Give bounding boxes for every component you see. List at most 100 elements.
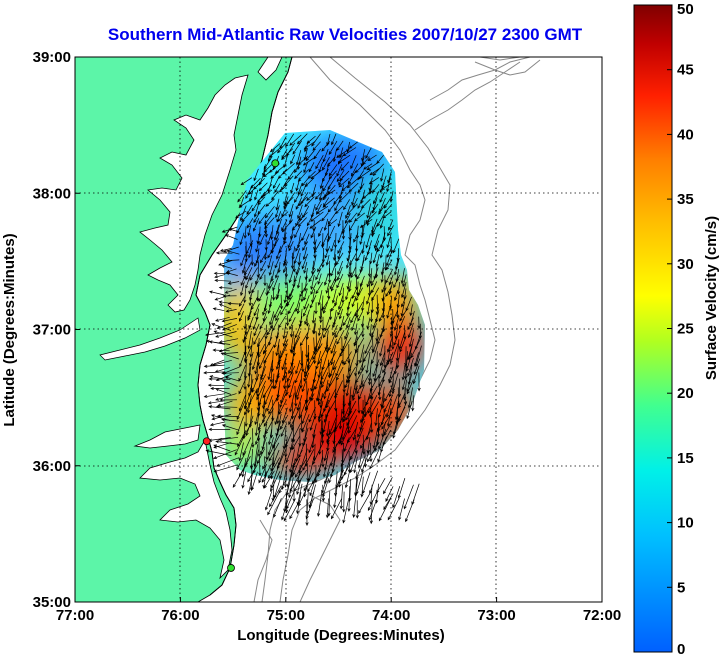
velocity-arrow <box>253 323 260 337</box>
velocity-arrow <box>279 414 289 430</box>
velocity-arrow <box>303 262 308 274</box>
velocity-arrow <box>263 163 273 173</box>
velocity-arrow <box>295 177 301 192</box>
velocity-arrow <box>274 254 282 269</box>
velocity-arrow <box>362 156 370 165</box>
velocity-arrow <box>287 234 294 249</box>
velocity-arrow <box>378 204 386 215</box>
velocity-arrow <box>309 295 317 309</box>
velocity-arrow <box>368 324 373 337</box>
velocity-arrow <box>261 463 272 483</box>
velocity-arrow <box>258 463 268 484</box>
velocity-arrow <box>238 378 247 395</box>
velocity-arrow <box>302 247 308 261</box>
velocity-arrow <box>347 486 351 512</box>
velocity-arrow <box>305 150 315 162</box>
velocity-arrow <box>296 492 302 515</box>
velocity-arrow <box>303 303 310 317</box>
velocity-arrow <box>321 212 329 222</box>
velocity-arrow <box>257 436 261 458</box>
velocity-arrow <box>304 233 310 246</box>
velocity-arrow <box>322 177 331 192</box>
velocity-arrow <box>215 331 237 338</box>
velocity-arrow <box>279 294 284 310</box>
velocity-arrow <box>239 232 245 246</box>
velocity-arrow <box>282 331 289 347</box>
velocity-arrow <box>291 218 303 231</box>
velocity-arrow <box>274 205 280 219</box>
velocity-arrow <box>281 498 289 521</box>
velocity-arrow <box>259 189 273 199</box>
velocity-arrow <box>281 367 288 382</box>
velocity-arrow <box>266 280 274 295</box>
velocity-arrow <box>243 226 247 239</box>
velocity-arrow <box>359 233 364 245</box>
velocity-arrow <box>329 443 337 467</box>
velocity-arrow <box>294 296 301 312</box>
velocity-arrow <box>390 310 399 326</box>
velocity-arrow <box>337 231 343 244</box>
velocity-arrow <box>372 336 380 354</box>
velocity-arrow <box>345 400 357 421</box>
velocity-arrow <box>303 148 308 161</box>
velocity-arrow <box>217 400 233 407</box>
velocity-arrow <box>218 286 233 290</box>
velocity-arrow <box>257 330 268 348</box>
velocity-arrow <box>371 281 378 294</box>
velocity-arrow <box>280 301 289 316</box>
velocity-arrow <box>241 260 247 274</box>
velocity-arrow <box>292 458 301 476</box>
velocity-arrow <box>317 290 323 306</box>
velocity-arrow <box>321 252 325 269</box>
velocity-arrow <box>328 463 336 484</box>
velocity-arrow <box>327 219 338 227</box>
velocity-arrow <box>376 212 386 227</box>
velocity-arrow <box>381 414 391 430</box>
velocity-arrow <box>342 499 349 524</box>
velocity-arrow <box>275 350 282 371</box>
velocity-arrow <box>328 268 332 284</box>
velocity-arrow <box>317 261 324 273</box>
colorbar <box>633 4 673 653</box>
velocity-arrow <box>257 343 266 359</box>
y-tick-label: 36:00 <box>33 458 71 475</box>
velocity-arrow <box>269 365 273 383</box>
velocity-arrow <box>315 268 322 281</box>
velocity-arrow <box>299 283 308 298</box>
velocity-arrow <box>321 484 325 502</box>
velocity-arrow <box>311 310 315 324</box>
velocity-arrow <box>328 164 338 177</box>
velocity-arrow <box>274 267 280 279</box>
velocity-arrow <box>251 428 255 449</box>
velocity-arrow <box>251 350 259 371</box>
velocity-arrow <box>321 449 325 468</box>
velocity-arrow <box>357 204 365 217</box>
velocity-arrow <box>357 357 366 375</box>
velocity-arrow <box>351 163 359 177</box>
velocity-arrow <box>296 464 301 484</box>
velocity-arrow <box>215 316 230 322</box>
velocity-arrow <box>208 377 231 381</box>
velocity-arrow <box>402 274 407 288</box>
y-tick-label: 37:00 <box>33 322 71 339</box>
colorbar-tick-label: 45 <box>677 62 694 79</box>
velocity-arrow <box>341 287 345 304</box>
velocity-arrow <box>358 169 372 179</box>
velocity-arrow <box>346 273 351 290</box>
velocity-arrow <box>336 140 344 151</box>
velocity-arrow <box>357 197 364 210</box>
velocity-arrow <box>234 435 245 456</box>
velocity-arrow <box>333 484 338 509</box>
velocity-arrow <box>288 358 294 375</box>
velocity-arrow <box>336 266 343 281</box>
velocity-arrow <box>351 295 357 308</box>
velocity-arrow <box>307 469 322 492</box>
velocity-arrow <box>300 290 304 303</box>
velocity-arrow <box>367 262 372 278</box>
velocity-arrow <box>412 365 420 385</box>
velocity-arrow <box>301 350 305 373</box>
velocity-arrow <box>332 316 338 329</box>
velocity-arrow <box>304 196 315 208</box>
velocity-arrow <box>337 260 343 276</box>
